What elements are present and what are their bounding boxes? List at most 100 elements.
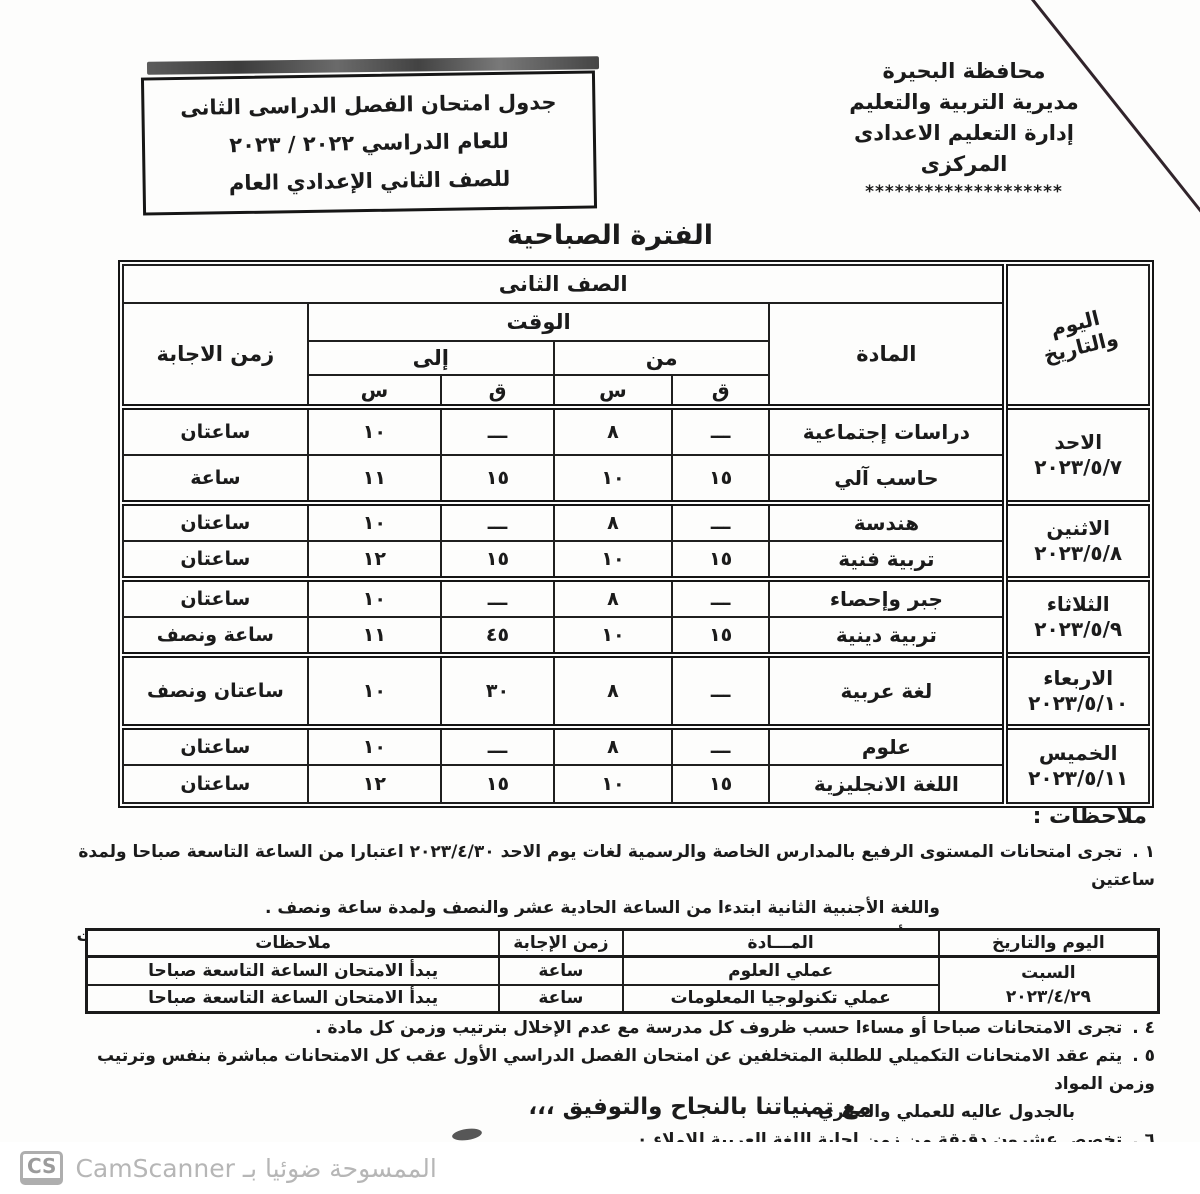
day-cell: الثلاثاء ٢٠٢٣/٥/٩ [1002, 576, 1150, 656]
practical-exam-table: اليوم والتاريخ المـــادة زمن الإجابة ملا… [85, 928, 1160, 1014]
day-date: ٢٠٢٣/٥/١٠ [1028, 691, 1129, 715]
day-date: ٢٠٢٣/٥/٩ [1034, 617, 1123, 641]
note-number: ٥ . [1132, 1046, 1155, 1066]
note-text: تجرى امتحانات المستوى الرفيع بالمدارس ال… [78, 842, 1155, 890]
org-stars-divider: ******************** [865, 182, 1063, 202]
from-hours-cell: ١٠ [552, 616, 673, 656]
exam-title-line: للصف الثاني الإعدادي العام [228, 166, 511, 196]
exam-title-box: جدول امتحان الفصل الدراسى الثانى للعام ا… [140, 70, 598, 216]
from-hours-cell: ٨ [552, 500, 673, 542]
day-cell: الاثنين ٢٠٢٣/٥/٨ [1002, 500, 1150, 580]
to-hours-cell: ١١ [306, 616, 443, 656]
day-date: ٢٠٢٣/٥/١١ [1028, 766, 1129, 790]
notes-title: ملاحظات : [1032, 804, 1147, 829]
duration-cell: ساعتان [122, 764, 309, 804]
practical-day-cell: السبت ٢٠٢٣/٤/٢٩ [937, 955, 1160, 1014]
org-header: محافظة البحيرة مديرية التربية والتعليم إ… [818, 56, 1110, 204]
note-text: واللغة الأجنبية الثانية ابتدءا من الساعة… [265, 898, 940, 918]
subject-cell: دراسات إجتماعية [768, 404, 1007, 456]
note-cell: يبدأ الامتحان الساعة التاسعة صباحا [85, 955, 501, 986]
duration-cell: ساعة [498, 983, 624, 1014]
duration-cell: ساعتان [122, 540, 309, 580]
minutes-abbr: ق [670, 374, 771, 408]
subject-cell: اللغة الانجليزية [768, 764, 1007, 804]
to-minutes-cell: ـــ [440, 576, 555, 618]
day-name: الثلاثاء [1046, 592, 1110, 616]
hours-abbr: س [306, 374, 443, 408]
practical-notes-header: ملاحظات [85, 928, 501, 958]
morning-exam-table: اليوم والتاريخ الصف الثانى المادة الوقت … [118, 260, 1154, 808]
subject-cell: علوم [768, 724, 1007, 766]
from-minutes-cell: ١٥ [670, 616, 771, 656]
grade-header: الصف الثانى [121, 264, 1007, 304]
subject-cell: تربية فنية [768, 540, 1007, 580]
note-line: ١ .تجرى امتحانات المستوى الرفيع بالمدارس… [50, 838, 1155, 894]
to-hours-cell: ١٢ [306, 764, 443, 804]
subject-header: المادة [768, 302, 1007, 408]
from-minutes-cell: ـــ [670, 724, 771, 766]
to-hours-cell: ١٠ [306, 576, 443, 618]
subject-cell: عملي تكنولوجيا المعلومات [621, 983, 940, 1014]
day-cell: الاربعاء ٢٠٢٣/٥/١٠ [1002, 652, 1150, 728]
from-hours-cell: ٨ [552, 404, 673, 456]
notes-bottom: ٤ . تجرى الامتحانات صباحا أو مساءا حسب ظر… [50, 1014, 1155, 1154]
org-governorate: محافظة البحيرة [882, 59, 1046, 83]
duration-cell: ساعتان [122, 724, 309, 766]
to-hours-cell: ١٢ [306, 540, 443, 580]
note-text: يتم عقد الامتحانات التكميلي للطلبة المتخ… [96, 1046, 1155, 1094]
day-name: الخميس [1038, 741, 1118, 765]
note-line: ٤ . تجرى الامتحانات صباحا أو مساءا حسب ظر… [50, 1014, 1155, 1042]
from-minutes-cell: ـــ [670, 652, 771, 728]
org-directorate: مديرية التربية والتعليم [849, 90, 1079, 114]
from-hours-cell: ١٠ [552, 454, 673, 504]
to-hours-cell: ١١ [306, 454, 443, 504]
time-header: الوقت [306, 302, 771, 342]
to-hours-cell: ١٠ [306, 652, 443, 728]
duration-cell: ساعتان [122, 576, 309, 618]
from-minutes-cell: ـــ [670, 576, 771, 618]
note-text: تجرى الامتحانات صباحا أو مساءا حسب ظروف … [315, 1018, 1123, 1038]
closing-wishes: مع تمنياتنا بالنجاح والتوفيق ،،، [528, 1094, 872, 1120]
practical-day-header: اليوم والتاريخ [937, 928, 1160, 958]
camscanner-label: الممسوحة ضوئيا بـ CamScanner [75, 1153, 437, 1183]
camscanner-bar: CS الممسوحة ضوئيا بـ CamScanner [0, 1142, 1200, 1194]
to-header: إلى [306, 340, 555, 376]
day-date: ٢٠٢٣/٥/٧ [1034, 455, 1123, 479]
day-name: الاربعاء [1043, 666, 1114, 690]
to-minutes-cell: ٣٠ [440, 652, 555, 728]
duration-cell: ساعة [122, 454, 309, 504]
to-minutes-cell: ـــ [440, 724, 555, 766]
note-text: بالجدول عاليه للعملي والنظري . [805, 1102, 1075, 1122]
from-minutes-cell: ـــ [670, 500, 771, 542]
to-minutes-cell: ١٥ [440, 764, 555, 804]
subject-cell: جبر وإحصاء [768, 576, 1007, 618]
duration-cell: ساعة ونصف [122, 616, 309, 656]
org-administration: إدارة التعليم الاعدادى المركزى [854, 121, 1074, 176]
from-hours-cell: ٨ [552, 652, 673, 728]
practical-duration-header: زمن الإجابة [498, 928, 624, 958]
duration-cell: ساعتان [122, 500, 309, 542]
from-minutes-cell: ـــ [670, 404, 771, 456]
subject-cell: هندسة [768, 500, 1007, 542]
subject-cell: عملي العلوم [621, 955, 940, 986]
from-minutes-cell: ١٥ [670, 540, 771, 580]
subject-cell: حاسب آلي [768, 454, 1007, 504]
day-name: الاثنين [1046, 516, 1110, 540]
note-line: واللغة الأجنبية الثانية ابتدءا من الساعة… [50, 894, 1155, 922]
subject-cell: تربية دينية [768, 616, 1007, 656]
to-minutes-cell: ٤٥ [440, 616, 555, 656]
from-hours-cell: ١٠ [552, 540, 673, 580]
day-cell: الاحد ٢٠٢٣/٥/٧ [1002, 404, 1150, 504]
hours-abbr: س [552, 374, 673, 408]
day-date-header: اليوم والتاريخ [1002, 264, 1150, 408]
day-name: السبت [1021, 962, 1076, 983]
day-name: الاحد [1054, 430, 1103, 454]
camscanner-logo-icon: CS [20, 1151, 64, 1185]
practical-subject-header: المـــادة [621, 928, 940, 958]
note-line: بالجدول عاليه للعملي والنظري . [50, 1098, 1155, 1126]
duration-cell: ساعتان [122, 404, 309, 456]
day-date: ٢٠٢٣/٥/٨ [1034, 541, 1123, 565]
from-hours-cell: ٨ [552, 724, 673, 766]
to-hours-cell: ١٠ [306, 724, 443, 766]
